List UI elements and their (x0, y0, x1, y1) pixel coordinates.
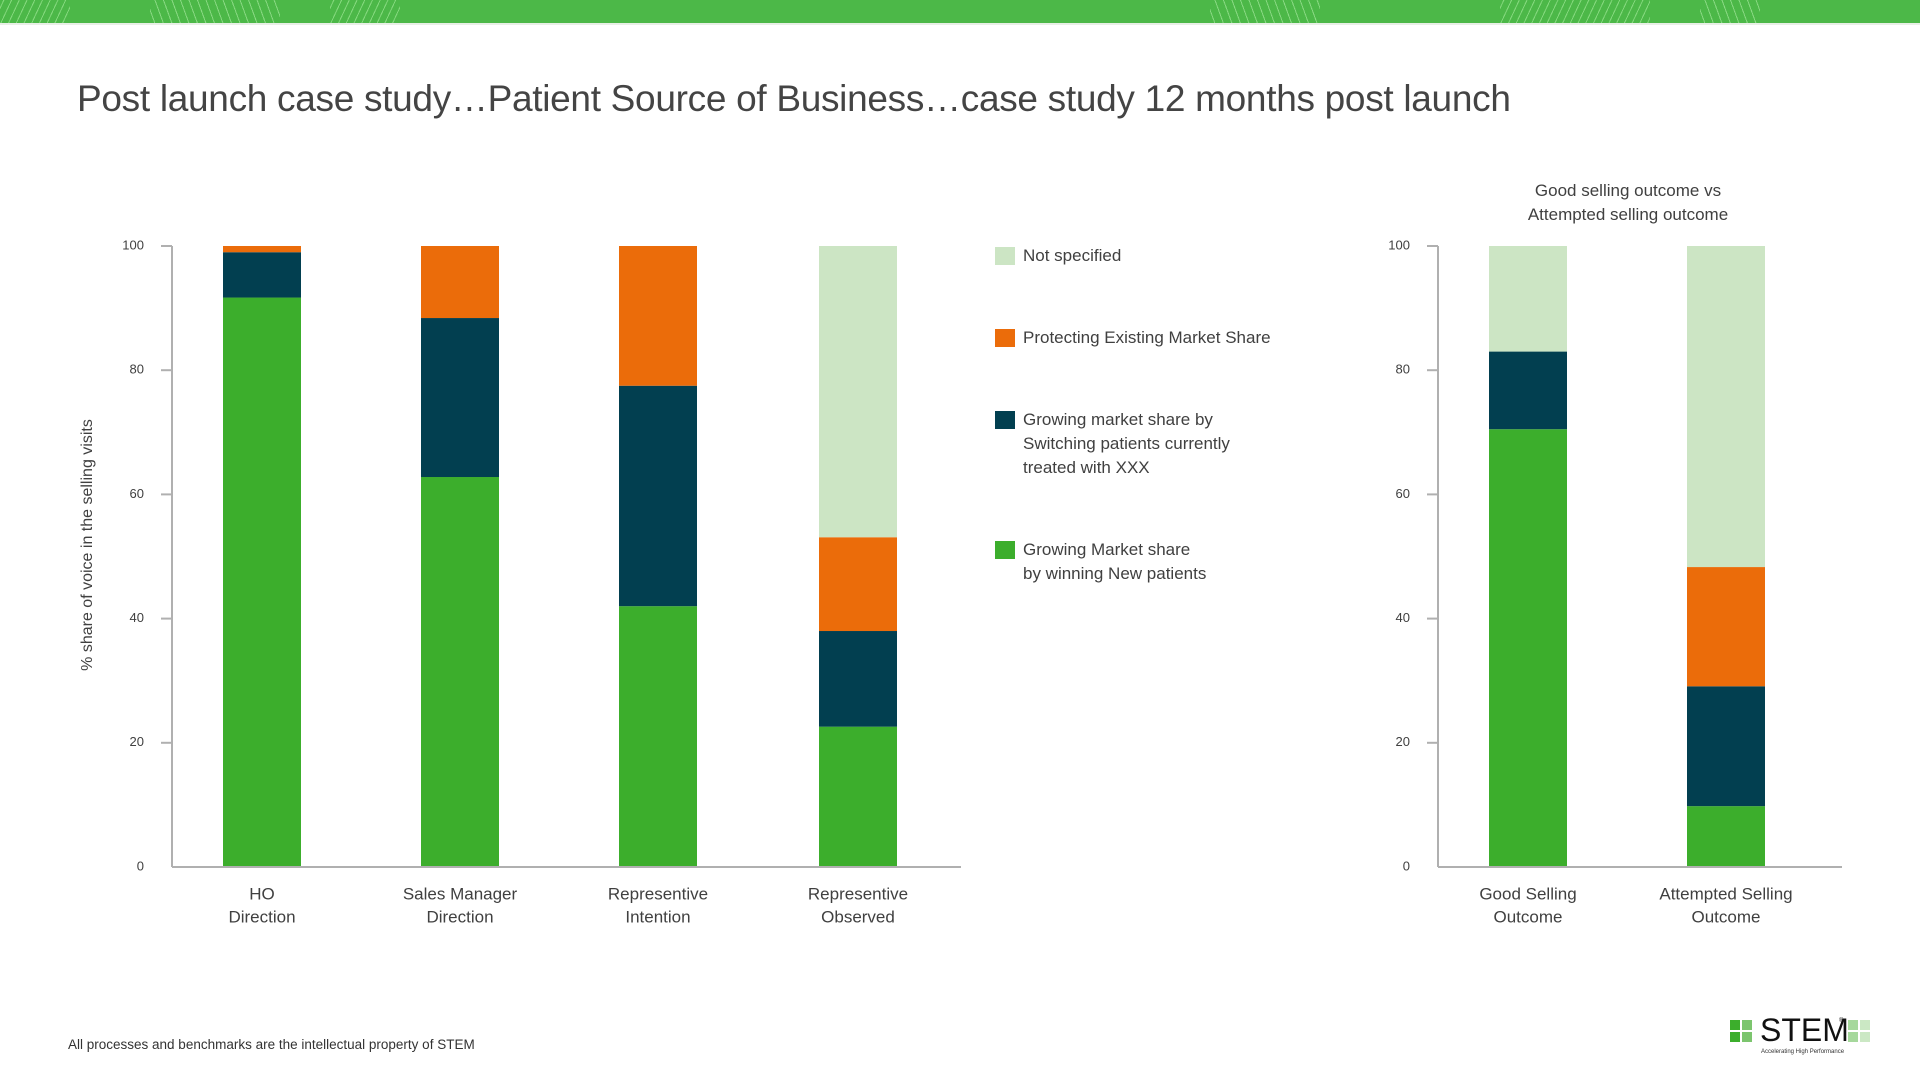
legend-item-switching: Growing market share by Switching patien… (995, 408, 1230, 480)
x-tick-label: Direction (426, 907, 493, 926)
bar-segment-representive-observed-not-specified (819, 246, 897, 538)
bar-segment-ho-direction-growing-market-share-by- (223, 297, 301, 868)
bar-segment-good-selling-outcome-growing-market-share-by- (1489, 351, 1567, 430)
chart-share-of-voice: % share of voice in the selling visits HO… (79, 237, 961, 926)
legend-item-new-patients: Growing Market share by winning New pati… (995, 538, 1206, 586)
legend-label: Growing Market share by winning New pati… (1023, 540, 1207, 583)
bar-segment-ho-direction-protecting-existing-mark (223, 246, 301, 253)
bar-segment-ho-direction-growing-market-share-by- (223, 252, 301, 298)
bar-segment-good-selling-outcome-not-specified (1489, 246, 1567, 352)
y-tick-label: 0 (137, 858, 144, 873)
chart-title-line: Good selling outcome vs (1535, 181, 1721, 200)
x-tick-label: Good Selling (1479, 884, 1576, 903)
logo-square-icon (1742, 1032, 1752, 1042)
bar-segment-representive-intention-growing-market-share-by- (619, 385, 697, 607)
logo-square-icon (1742, 1020, 1752, 1030)
banner-texture (0, 0, 70, 23)
logo-tagline: Accelerating High Performance (1761, 1049, 1845, 1055)
logo-square-icon (1848, 1020, 1858, 1030)
logo-trademark: ® (1839, 1018, 1844, 1024)
x-tick-label: Direction (228, 907, 295, 926)
logo-square-icon (1730, 1032, 1740, 1042)
bar-segment-representive-intention-protecting-existing-mark (619, 246, 697, 386)
logo-wordmark: STEM (1760, 1012, 1849, 1048)
x-tick-label: HO (249, 884, 275, 903)
bar-segment-attempted-selling-outcome-growing-market-share-by- (1687, 686, 1765, 807)
top-banner (0, 0, 1920, 23)
bar-segment-attempted-selling-outcome-growing-market-share-by- (1687, 806, 1765, 867)
y-tick-label: 80 (130, 362, 144, 377)
logo-square-icon (1860, 1032, 1870, 1042)
bar-segment-representive-intention-growing-market-share-by- (619, 606, 697, 867)
y-tick-label: 100 (1388, 237, 1410, 252)
legend-swatch-new-patients (995, 541, 1015, 559)
banner-divider (0, 23, 1920, 25)
x-tick-label: Observed (821, 907, 895, 926)
y-tick-label: 60 (130, 486, 144, 501)
logo-square-icon (1730, 1020, 1740, 1030)
bar-segment-representive-observed-growing-market-share-by- (819, 726, 897, 867)
legend-label: Growing market share by Switching patien… (1023, 410, 1230, 477)
legend-swatch-not-specified (995, 247, 1015, 265)
x-tick-label: Attempted Selling (1659, 884, 1792, 903)
banner-texture (330, 0, 400, 23)
x-tick-label: Sales Manager (403, 884, 518, 903)
logo-square-icon (1848, 1032, 1858, 1042)
y-tick-label: 20 (130, 734, 144, 749)
bar-segment-sales-manager-direction-growing-market-share-by- (421, 477, 499, 867)
y-axis-label: % share of voice in the selling visits (79, 419, 96, 671)
chart-selling-outcome: Good selling outcome vs Attempted selling… (1388, 181, 1842, 926)
y-tick-label: 60 (1396, 486, 1410, 501)
y-tick-label: 100 (122, 237, 144, 252)
y-tick-label: 20 (1396, 734, 1410, 749)
stem-logo: STEM ® Accelerating High Performance (1728, 1012, 1878, 1062)
bar-segment-attempted-selling-outcome-not-specified (1687, 246, 1765, 568)
y-tick-label: 40 (130, 610, 144, 625)
bar-segment-representive-observed-growing-market-share-by- (819, 631, 897, 727)
bar-segment-sales-manager-direction-protecting-existing-mark (421, 246, 499, 319)
bar-segment-good-selling-outcome-growing-market-share-by- (1489, 429, 1567, 867)
bar-segment-sales-manager-direction-growing-market-share-by- (421, 318, 499, 478)
legend-swatch-switching (995, 411, 1015, 429)
chart-title-line: Attempted selling outcome (1528, 205, 1728, 224)
y-tick-label: 80 (1396, 362, 1410, 377)
legend-item-protecting: Protecting Existing Market Share (995, 326, 1271, 350)
banner-texture (1500, 0, 1650, 23)
x-tick-label: Representive (808, 884, 908, 903)
x-tick-label: Representive (608, 884, 708, 903)
legend-label: Protecting Existing Market Share (1023, 328, 1271, 347)
banner-texture (1210, 0, 1320, 23)
logo-square-icon (1860, 1020, 1870, 1030)
x-tick-label: Intention (625, 907, 690, 926)
legend-label: Not specified (1023, 246, 1122, 265)
bar-segment-representive-observed-protecting-existing-mark (819, 537, 897, 632)
y-tick-label: 40 (1396, 610, 1410, 625)
y-tick-label: 0 (1403, 858, 1410, 873)
page-title: Post launch case study…Patient Source of… (77, 78, 1511, 119)
footer-note: All processes and benchmarks are the int… (68, 1037, 475, 1052)
banner-texture (150, 0, 280, 23)
legend-item-not-specified: Not specified (995, 244, 1121, 268)
x-tick-label: Outcome (1692, 907, 1761, 926)
legend-swatch-protecting (995, 329, 1015, 347)
banner-texture (1700, 0, 1760, 23)
bar-segment-attempted-selling-outcome-protecting-existing-mark (1687, 567, 1765, 687)
x-tick-label: Outcome (1494, 907, 1563, 926)
